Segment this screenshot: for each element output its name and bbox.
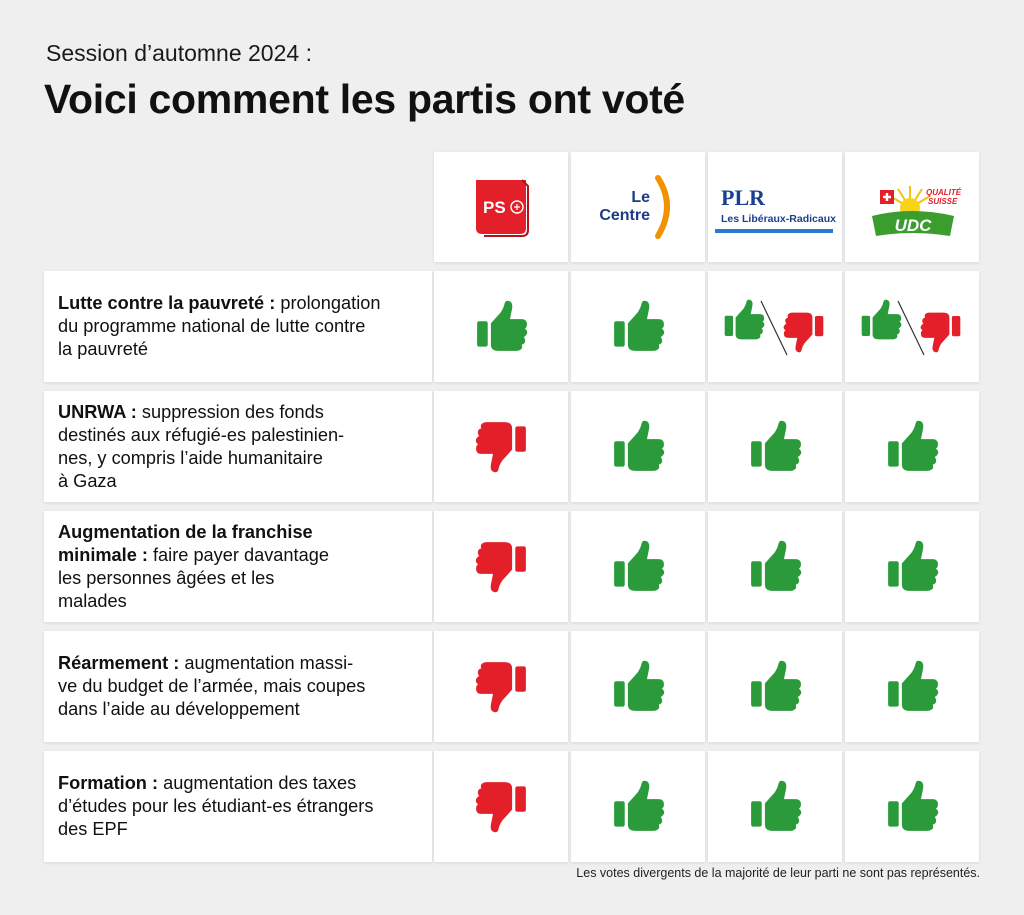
party-header-plr: PLR Les Libéraux-Radicaux — [708, 152, 842, 262]
vote-cell — [571, 271, 705, 382]
ps-logo-text: PS — [483, 198, 506, 217]
vote-cell — [434, 751, 568, 862]
vote-cell — [708, 271, 842, 382]
udc-logo-line2: SUISSE — [928, 197, 958, 206]
thumbs-down-icon — [475, 662, 526, 713]
split-vote — [723, 297, 827, 357]
vote-cell — [708, 631, 842, 742]
thumbs-up-icon — [613, 780, 664, 831]
centre-logo-line1: Le — [631, 189, 650, 206]
udc-logo-line1: QUALITÉ — [926, 188, 962, 197]
vote-cell — [571, 391, 705, 502]
issue-text: Formation : augmentation des taxes d’étu… — [58, 773, 374, 839]
issue-title: Réarmement : — [58, 653, 180, 673]
split-vote — [860, 297, 964, 357]
vote-cell — [434, 391, 568, 502]
centre-logo: Le Centre — [599, 175, 670, 239]
issue-title: Lutte contre la pauvreté : — [58, 293, 276, 313]
vote-cell — [434, 511, 568, 622]
vote-cell — [571, 631, 705, 742]
vote-cell — [845, 271, 979, 382]
vote-cell — [845, 391, 979, 502]
vote-cell — [845, 511, 979, 622]
thumbs-up-icon — [887, 420, 938, 471]
vote-cell — [845, 751, 979, 862]
plr-logo-line2: Les Libéraux-Radicaux — [721, 213, 836, 225]
divider-slash-icon — [897, 300, 925, 355]
issue-title: UNRWA : — [58, 401, 137, 422]
thumbs-up-icon — [724, 299, 765, 339]
thumbs-up-icon — [613, 540, 664, 591]
thumbs-down-icon — [475, 542, 526, 593]
vote-cell — [571, 751, 705, 862]
subtitle: Session d’automne 2024 : — [46, 40, 312, 66]
page-title: Voici comment les partis ont voté — [44, 76, 685, 122]
vote-cell — [434, 271, 568, 382]
vote-cell — [845, 631, 979, 742]
party-header-centre: Le Centre — [571, 152, 705, 262]
thumbs-up-icon — [887, 780, 938, 831]
plr-logo-line1: PLR — [721, 185, 766, 210]
thumbs-up-icon — [613, 300, 664, 351]
thumbs-up-icon — [750, 780, 801, 831]
thumbs-up-icon — [750, 660, 801, 711]
footnote: Les votes divergents de la majorité de l… — [576, 866, 980, 880]
ps-logo: PS — [476, 179, 529, 237]
issue-cell-rearmement: Réarmement : augmentation massi- ve du b… — [44, 631, 432, 742]
vote-cell — [708, 751, 842, 862]
thumbs-down-icon — [920, 312, 961, 352]
thumbs-up-icon — [613, 660, 664, 711]
issue-text: Réarmement : augmentation massi- ve du b… — [58, 653, 366, 719]
thumbs-down-icon — [783, 312, 824, 352]
issue-cell-formation: Formation : augmentation des taxes d’étu… — [44, 751, 432, 862]
vote-cell — [708, 391, 842, 502]
thumbs-up-icon — [750, 540, 801, 591]
thumbs-up-icon — [887, 660, 938, 711]
udc-logo-main: UDC — [895, 216, 933, 235]
issue-cell-pauvrete: Lutte contre la pauvreté : prolongation … — [44, 271, 432, 382]
issue-text: UNRWA : suppression des fonds destinés a… — [58, 401, 345, 491]
thumbs-up-icon — [887, 540, 938, 591]
vote-cell — [571, 511, 705, 622]
vote-cell — [434, 631, 568, 742]
issue-title-2: minimale : — [58, 544, 148, 565]
divider-slash-icon — [760, 300, 788, 355]
thumbs-up-icon — [750, 420, 801, 471]
issue-cell-franchise: Augmentation de la franchise minimale : … — [44, 511, 432, 622]
vote-cell — [708, 511, 842, 622]
udc-logo: QUALITÉ SUISSE UDC — [872, 186, 962, 236]
thumbs-up-icon — [476, 300, 527, 351]
issue-title: Formation : — [58, 773, 159, 793]
plr-logo: PLR Les Libéraux-Radicaux — [715, 185, 836, 233]
issue-cell-unrwa: UNRWA : suppression des fonds destinés a… — [44, 391, 432, 502]
centre-logo-line2: Centre — [599, 207, 650, 224]
party-header-udc: QUALITÉ SUISSE UDC — [845, 152, 979, 262]
issue-title: Augmentation de la franchise — [58, 521, 313, 542]
issue-text: Augmentation de la franchise minimale : … — [58, 521, 329, 611]
thumbs-down-icon — [475, 782, 526, 833]
party-header-ps: PS — [434, 152, 568, 262]
thumbs-up-icon — [861, 299, 902, 339]
thumbs-up-icon — [613, 420, 664, 471]
thumbs-down-icon — [475, 422, 526, 473]
issue-text: Lutte contre la pauvreté : prolongation … — [58, 293, 381, 359]
